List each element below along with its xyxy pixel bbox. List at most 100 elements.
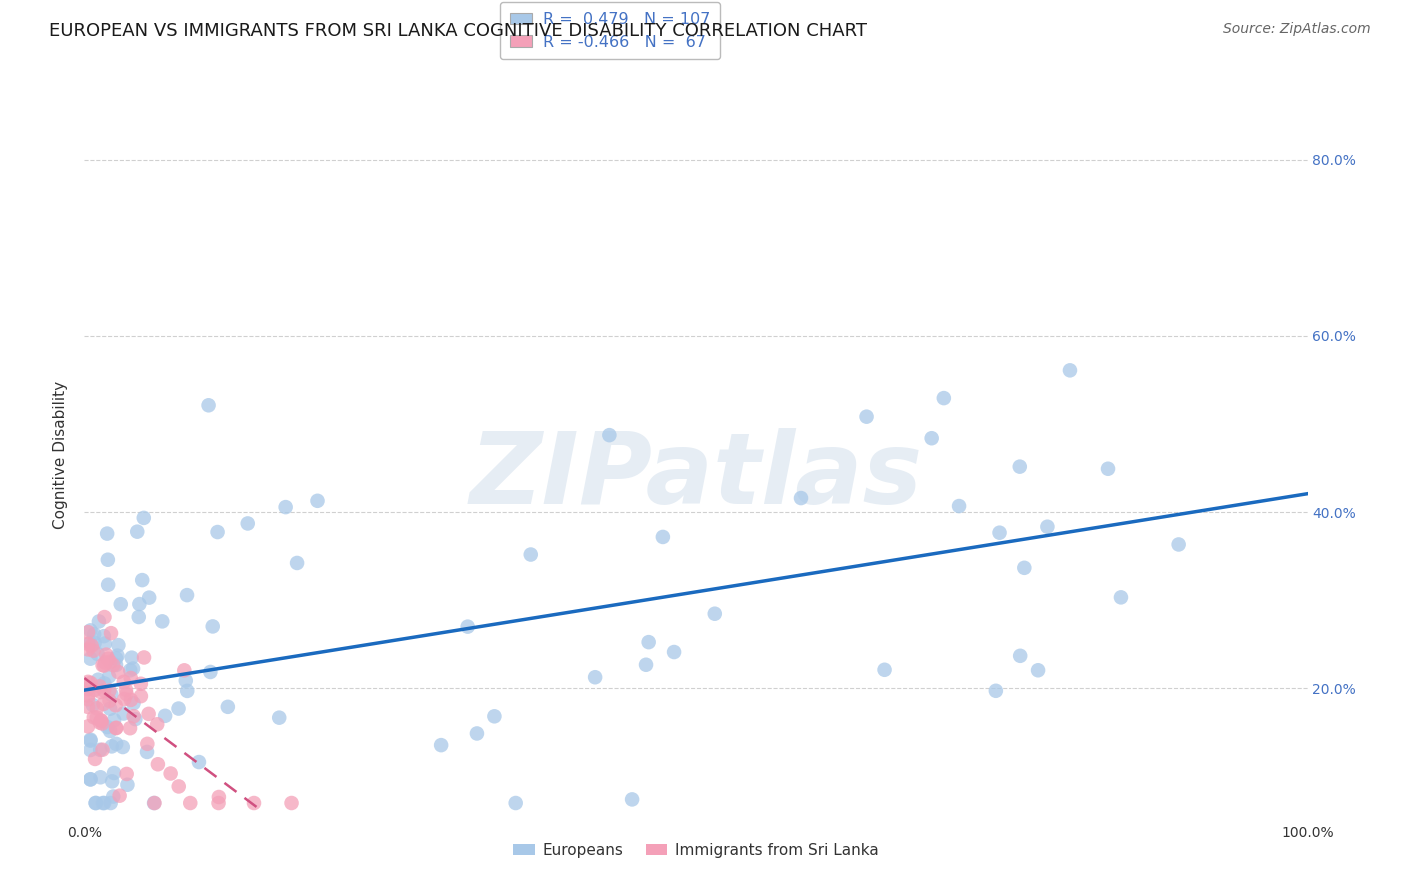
Point [105,721,128,735]
Point [1010,648,1032,663]
Point [112,706,135,721]
Point [77,674,100,689]
Point [598,428,620,442]
Point [93,629,115,643]
Point [146,717,169,731]
Point [703,607,725,621]
Point [84,796,107,810]
Point [176,684,198,698]
Point [77,637,100,651]
Point [132,511,155,525]
Point [83,627,105,641]
Point [136,745,159,759]
Point [79,733,101,747]
Point [101,774,124,789]
Point [91,743,114,757]
Point [93,796,115,810]
Point [112,692,135,706]
Point [98,694,121,708]
Point [484,709,506,723]
Point [208,790,231,805]
Point [94,656,117,670]
Point [79,743,101,757]
Point [117,778,139,792]
Point [105,651,128,665]
Point [84,752,107,766]
Point [131,573,153,587]
Point [77,642,100,657]
Point [122,696,145,710]
Point [651,530,673,544]
Point [91,716,114,731]
Point [100,688,122,702]
Point [128,610,150,624]
Point [120,693,142,707]
Point [120,663,142,677]
Point [129,677,152,691]
Point [207,524,229,539]
Point [138,591,160,605]
Point [89,743,111,757]
Point [104,698,127,713]
Point [87,673,110,687]
Point [77,700,100,714]
Point [86,710,108,724]
Point [138,706,160,721]
Point [873,663,896,677]
Point [97,578,120,592]
Point [87,647,110,661]
Point [167,701,190,715]
Point [93,610,115,624]
Point [89,770,111,784]
Point [93,697,115,711]
Y-axis label: Cognitive Disability: Cognitive Disability [53,381,69,529]
Point [519,548,541,562]
Point [1109,591,1132,605]
Point [153,708,176,723]
Point [103,713,125,727]
Point [129,689,152,703]
Point [100,796,122,810]
Point [90,714,112,728]
Point [90,714,112,728]
Point [103,658,125,673]
Point [93,676,115,690]
Point [82,698,104,712]
Point [855,409,877,424]
Point [167,780,190,794]
Point [100,739,122,754]
Point [1097,462,1119,476]
Point [105,657,128,672]
Point [179,796,201,810]
Text: ZIPatlas: ZIPatlas [470,428,922,525]
Point [146,757,169,772]
Point [121,650,143,665]
Point [1036,519,1059,533]
Point [103,789,125,804]
Point [143,796,166,810]
Point [107,665,129,679]
Point [128,597,150,611]
Point [96,648,118,662]
Point [112,674,135,689]
Point [637,635,659,649]
Point [83,683,105,698]
Point [96,526,118,541]
Point [97,552,120,566]
Point [97,652,120,666]
Point [159,766,181,780]
Point [122,709,145,723]
Point [77,682,100,697]
Point [1014,561,1036,575]
Point [91,796,114,810]
Point [984,683,1007,698]
Point [94,637,117,651]
Point [107,648,129,663]
Point [89,715,111,730]
Point [430,738,453,752]
Point [124,712,146,726]
Legend: Europeans, Immigrants from Sri Lanka: Europeans, Immigrants from Sri Lanka [508,837,884,864]
Point [103,766,125,780]
Point [122,661,145,675]
Point [118,721,141,735]
